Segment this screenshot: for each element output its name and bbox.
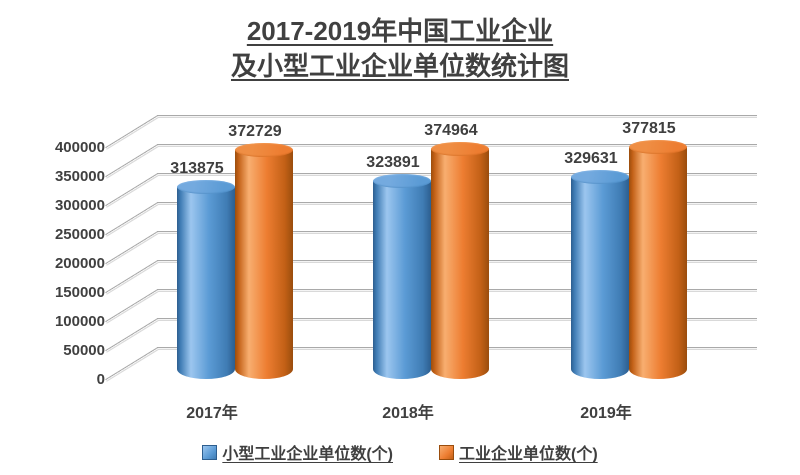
cylinder-cap [373,174,431,188]
legend-swatch-icon [202,444,218,460]
x-axis-label-3: 2019年 [580,405,632,422]
legend-swatch-icon [439,444,454,460]
data-label-工业企业单位数(个)-2019年: 377815 [622,120,676,137]
cylinder-小型工业企业单位数(个)-2018年 [373,174,431,379]
y-axis-label-200000: 200000 [54,255,105,272]
x-axis-label-1: 2017年 [186,405,238,422]
data-label-小型工业企业单位数(个)-2019年: 329631 [564,150,618,167]
legend-label: 小型工业企业单位数(个) [222,446,393,463]
cylinder-工业企业单位数(个)-2019年 [629,140,687,379]
axis-depth-tick-0 [105,347,159,382]
cylinder-cap [571,170,629,184]
chart-title-line2: 及小型工业企业单位数统计图 [230,51,569,81]
axis-depth-tick-100000 [105,289,159,324]
legend-label: 工业企业单位数(个) [459,446,598,463]
y-axis-label-50000: 50000 [63,342,105,359]
cylinder-body [431,149,489,379]
x-axis-label-2: 2018年 [382,405,434,422]
cylinder-body [629,147,687,379]
gridline-400000 [157,115,757,118]
legend-item-2: 工业企业单位数(个) [439,440,598,464]
data-label-小型工业企业单位数(个)-2017年: 313875 [170,160,224,177]
y-axis-label-350000: 350000 [54,168,105,185]
cylinder-cap [177,180,235,194]
legend: 小型工业企业单位数(个) 工业企业单位数(个) [0,440,800,464]
cylinder-工业企业单位数(个)-2018年 [431,142,489,379]
cylinder-小型工业企业单位数(个)-2019年 [571,170,629,379]
axis-depth-tick-200000 [105,231,159,266]
y-axis-label-150000: 150000 [54,284,105,301]
cylinder-body [177,187,235,379]
axis-depth-tick-150000 [105,260,159,295]
data-label-小型工业企业单位数(个)-2018年: 323891 [366,154,420,171]
y-axis-label-300000: 300000 [54,197,105,214]
cylinder-cap [235,143,293,157]
y-axis-label-250000: 250000 [54,226,105,243]
y-axis-label-400000: 400000 [54,139,105,156]
data-label-工业企业单位数(个)-2018年: 374964 [424,122,478,139]
cylinder-body [571,177,629,379]
y-axis-label-0: 0 [96,371,105,388]
axis-depth-tick-300000 [105,173,159,208]
y-axis-label-100000: 100000 [54,313,105,330]
cylinder-工业企业单位数(个)-2017年 [235,143,293,379]
cylinder-小型工业企业单位数(个)-2017年 [177,180,235,379]
cylinder-body [373,181,431,379]
cylinder-cap [431,142,489,156]
data-label-工业企业单位数(个)-2017年: 372729 [228,123,282,140]
cylinder-body [235,150,293,379]
chart-title: 2017-2019年中国工业企业 及小型工业企业单位数统计图 [0,14,800,84]
axis-depth-tick-350000 [105,144,159,179]
axis-depth-tick-250000 [105,202,159,237]
axis-depth-tick-400000 [105,115,159,150]
cylinder-cap [629,140,687,154]
legend-item-1: 小型工业企业单位数(个) [202,440,393,464]
axis-depth-tick-50000 [105,318,159,353]
chart-title-line1: 2017-2019年中国工业企业 [246,16,554,46]
